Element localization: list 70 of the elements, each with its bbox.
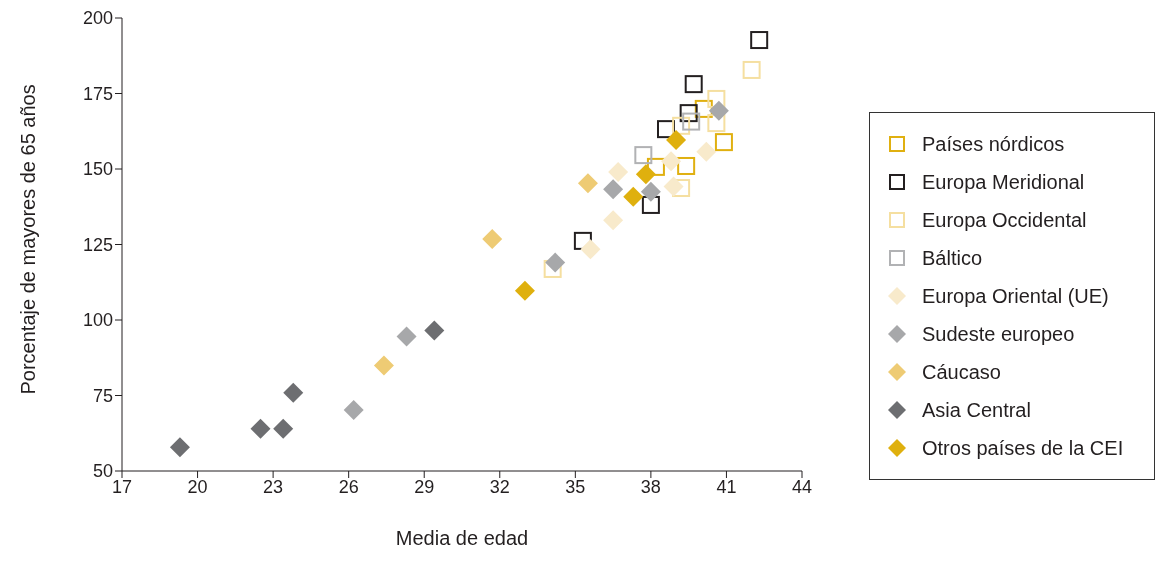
point xyxy=(641,195,660,214)
point xyxy=(679,104,698,123)
y-tick-label: 150 xyxy=(82,159,113,180)
x-tick-label: 26 xyxy=(338,476,359,497)
point xyxy=(677,156,696,175)
legend-label: Europa Occidental xyxy=(922,208,1087,232)
point xyxy=(543,259,562,278)
point xyxy=(273,418,294,439)
point xyxy=(696,141,717,162)
point xyxy=(580,239,601,260)
x-tick-label: 35 xyxy=(565,476,586,497)
x-tick-label: 23 xyxy=(263,476,284,497)
y-tick-label: 50 xyxy=(92,461,113,482)
point xyxy=(657,120,675,139)
point xyxy=(707,114,726,133)
y-tick-label: 200 xyxy=(82,8,113,29)
point xyxy=(750,31,769,50)
x-axis-title: Media de edad xyxy=(395,527,529,549)
x-tick-label: 20 xyxy=(187,476,208,497)
point xyxy=(250,418,271,439)
point xyxy=(661,151,682,172)
point xyxy=(663,176,684,197)
point xyxy=(742,60,761,79)
legend-label: Europa Meridional xyxy=(922,170,1085,194)
legend-label: Sudeste europeo xyxy=(922,322,1075,346)
point xyxy=(603,179,624,200)
x-tick-label: 38 xyxy=(640,476,661,497)
point xyxy=(672,179,691,198)
point xyxy=(373,355,394,376)
point xyxy=(634,146,653,165)
point xyxy=(577,173,598,194)
point xyxy=(666,130,687,151)
point xyxy=(672,116,691,135)
x-tick-label: 32 xyxy=(489,476,510,497)
point xyxy=(343,400,364,420)
point xyxy=(708,100,729,121)
point xyxy=(603,210,624,231)
point xyxy=(635,164,656,185)
point xyxy=(684,75,703,94)
point xyxy=(482,229,503,250)
point xyxy=(707,89,726,108)
y-tick-label: 175 xyxy=(82,83,113,104)
legend-label: Países nórdicos xyxy=(922,132,1065,156)
point xyxy=(608,162,629,183)
y-tick-label: 100 xyxy=(82,310,113,331)
legend-label: Otros países de la CEI xyxy=(922,436,1124,460)
point xyxy=(514,280,535,301)
y-tick-label: 75 xyxy=(92,385,113,406)
x-tick-label: 41 xyxy=(716,476,737,497)
point xyxy=(169,437,190,458)
point xyxy=(694,99,713,118)
x-tick-label: 17 xyxy=(111,476,133,497)
point xyxy=(396,326,417,347)
legend-label: Asia Central xyxy=(922,398,1031,422)
point xyxy=(573,231,592,250)
point xyxy=(424,320,445,341)
y-axis-title: Porcentaje de mayores de 65 años xyxy=(17,84,40,395)
x-tick-label: 29 xyxy=(414,476,435,497)
y-tick-label: 125 xyxy=(82,234,113,255)
point xyxy=(545,252,566,273)
point xyxy=(623,186,644,207)
x-tick-label: 44 xyxy=(791,476,813,497)
legend-label: Cáucaso xyxy=(922,360,1001,384)
point xyxy=(714,133,733,152)
legend-label: Báltico xyxy=(922,246,983,270)
point xyxy=(646,157,665,176)
point xyxy=(682,112,701,131)
point xyxy=(640,181,661,202)
point xyxy=(283,382,304,403)
legend-label: Europa Oriental (UE) xyxy=(922,284,1109,308)
